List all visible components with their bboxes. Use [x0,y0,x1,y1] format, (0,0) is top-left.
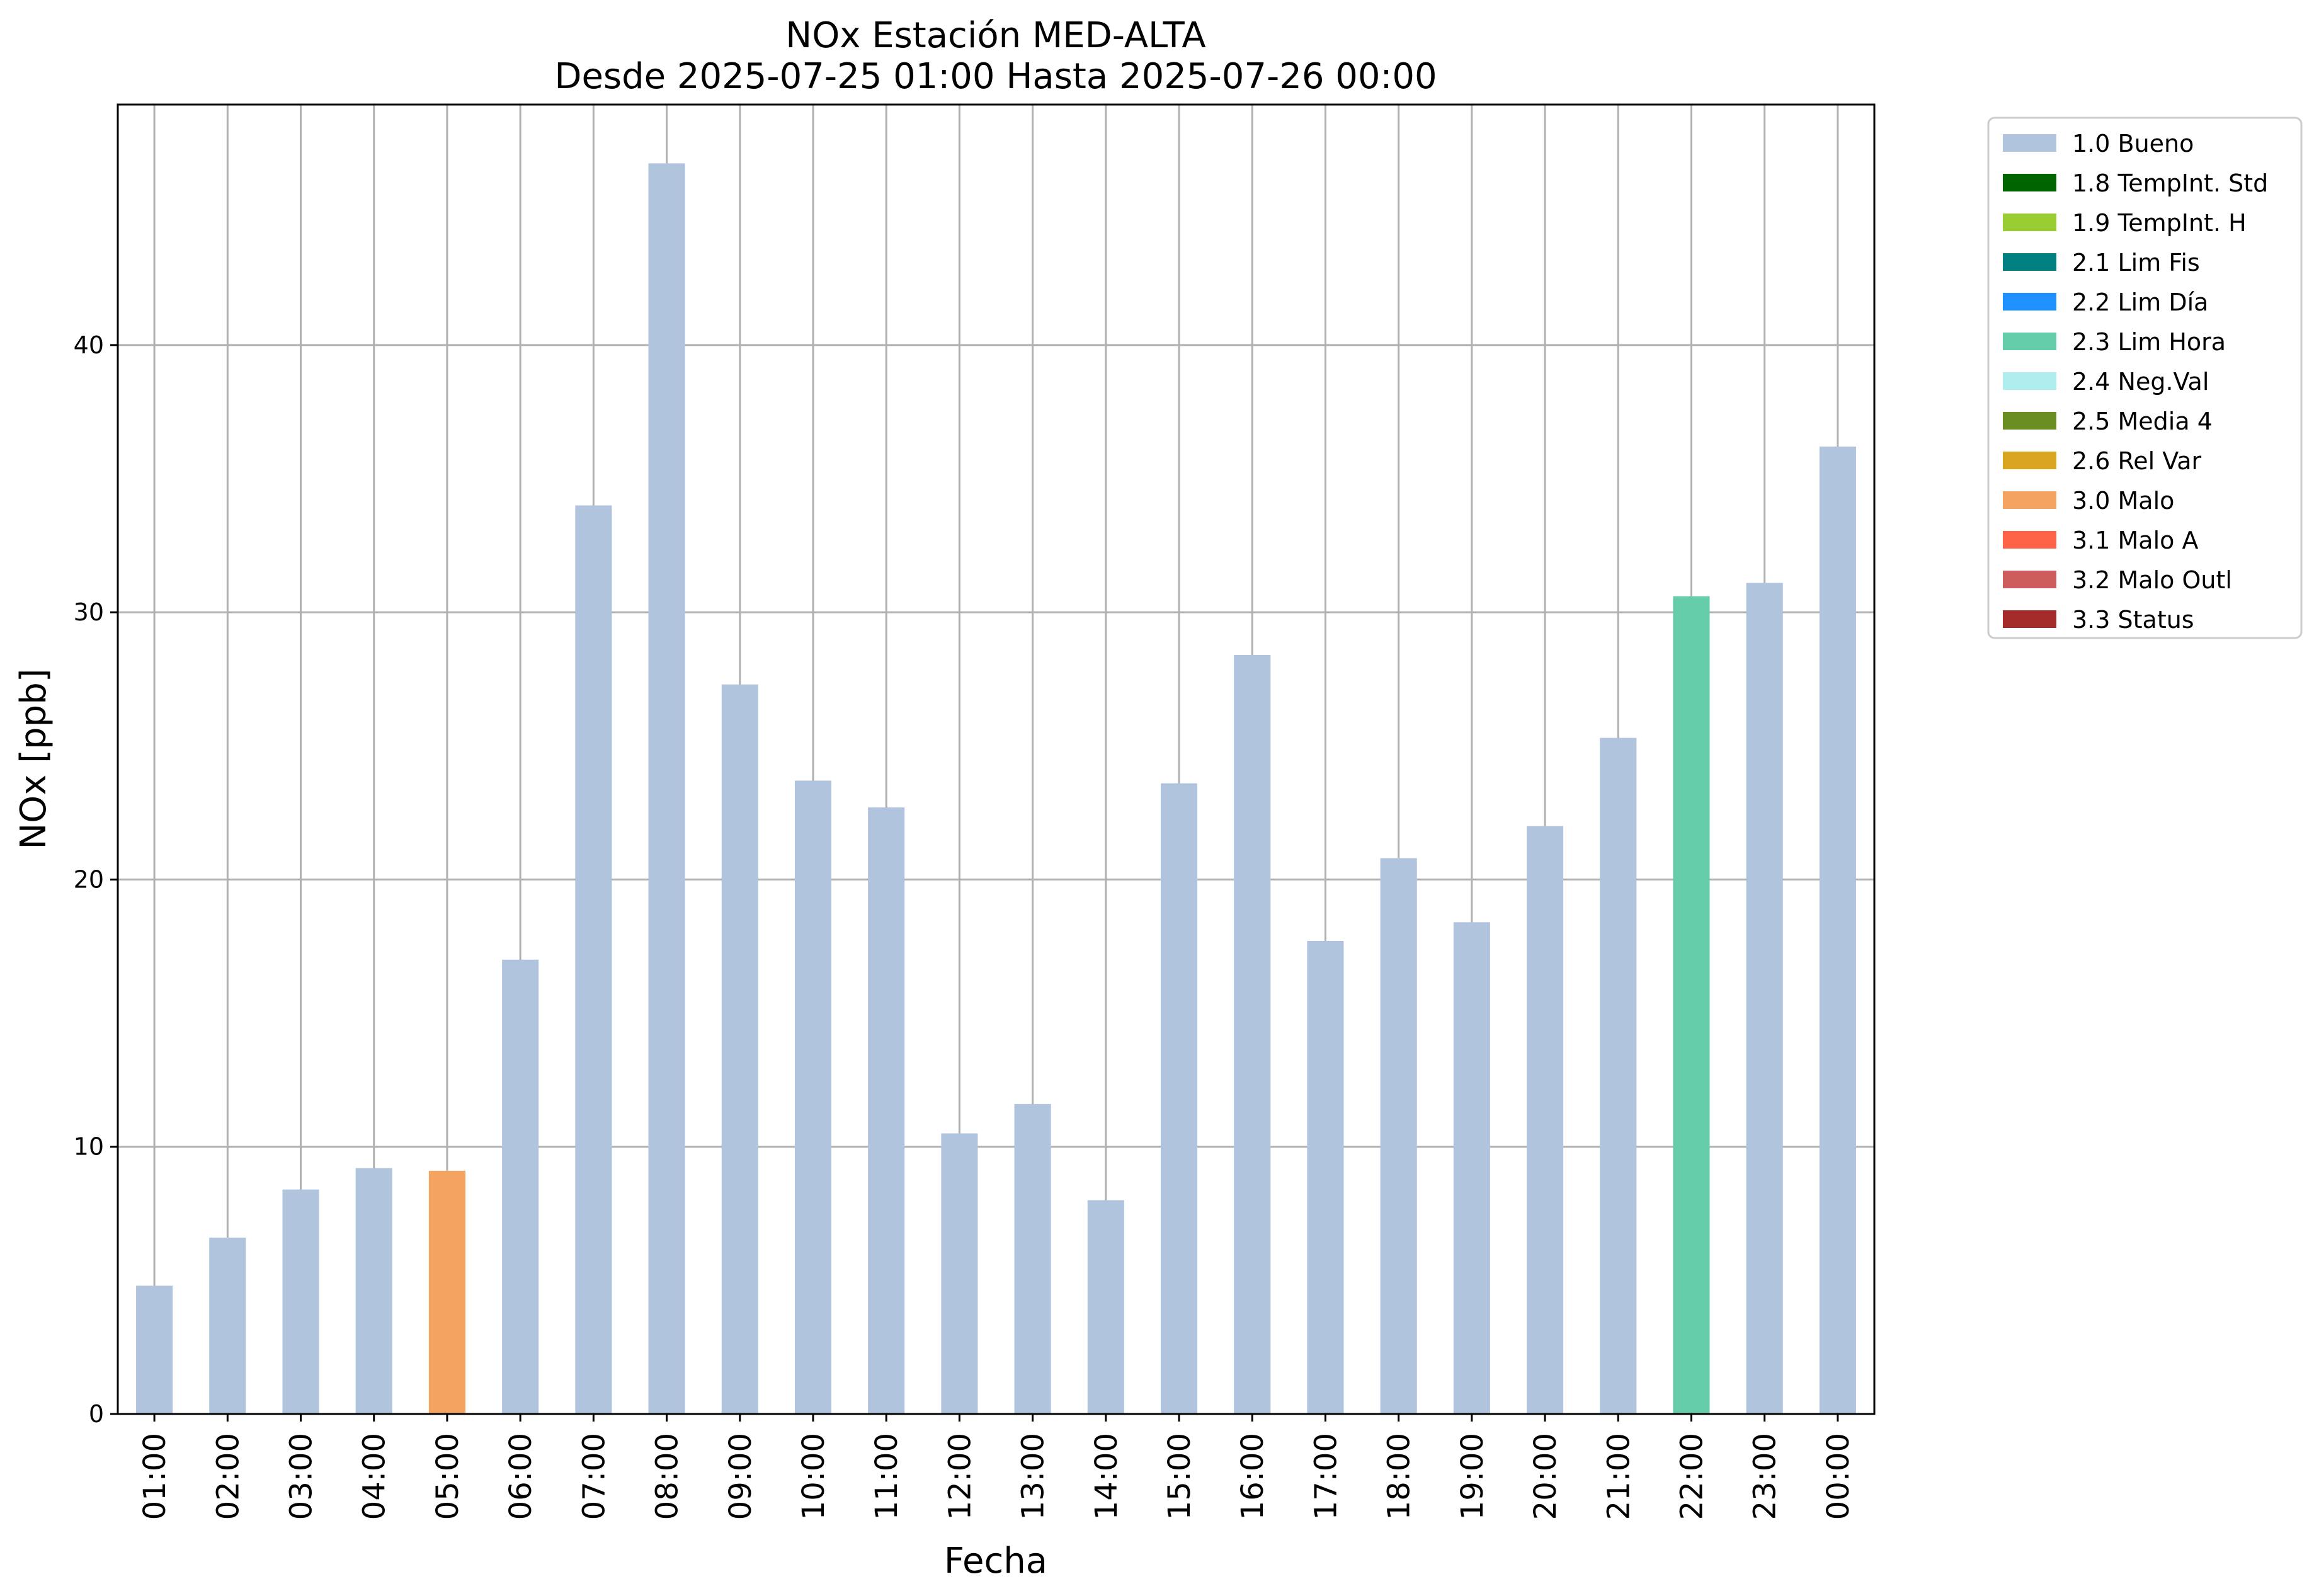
x-tick-label: 00:00 [1821,1433,1856,1520]
bar-1000 [794,780,832,1414]
x-tick-label: 11:00 [869,1433,904,1520]
y-tick-label: 20 [74,865,104,893]
x-tick-label: 15:00 [1162,1433,1197,1520]
x-tick-label: 05:00 [430,1433,465,1520]
bar-1500 [1160,783,1198,1414]
bar-0500 [428,1170,465,1414]
x-tick-label: 20:00 [1528,1433,1563,1520]
legend-swatch [2003,174,2056,191]
legend-swatch [2003,610,2056,628]
bar-2000 [1527,826,1564,1414]
chart-title: NOx Estación MED-ALTA [785,15,1205,56]
y-tick-label: 40 [74,331,104,359]
y-tick-label: 10 [74,1133,104,1161]
x-tick-label: 19:00 [1455,1433,1490,1520]
y-axis-label: NOx [ppb] [13,668,54,849]
x-tick-label: 18:00 [1382,1433,1417,1520]
y-tick-label: 30 [74,598,104,626]
x-tick-label: 12:00 [942,1433,977,1520]
x-tick-label: 13:00 [1016,1433,1051,1520]
x-axis-ticks: 01:00 02:00 03:00 04:00 05:00 06:00 07:00 08:00… [137,1414,1856,1520]
x-tick-label: 16:00 [1235,1433,1270,1520]
bar-1700 [1307,941,1344,1414]
x-tick-label: 02:00 [210,1433,246,1520]
legend-label: 1.9 TempInt. H [2072,209,2247,237]
legend-swatch [2003,571,2056,588]
legend-swatch [2003,491,2056,509]
bar-0700 [575,505,612,1414]
legend-label: 2.4 Neg.Val [2072,368,2209,396]
x-tick-label: 08:00 [650,1433,685,1520]
bar-0300 [282,1189,319,1414]
y-axis-ticks: 0 10 20 30 40 [74,331,118,1428]
bar-2300 [1746,583,1783,1414]
x-tick-label: 14:00 [1089,1433,1124,1520]
legend: 1.0 Bueno 1.8 TempInt. Std 1.9 TempInt. H 2… [1987,117,2303,639]
bar-0600 [502,959,539,1414]
x-axis-label: Fecha [944,1541,1047,1582]
bar-2200 [1673,596,1710,1414]
legend-frame [1987,117,2303,639]
bar-0000 [1819,447,1856,1414]
legend-swatch [2003,333,2056,350]
bar-0100 [136,1285,173,1414]
legend-swatch [2003,214,2056,231]
legend-label: 3.2 Malo Outl [2072,566,2232,594]
legend-swatch [2003,293,2056,311]
legend-swatch [2003,253,2056,271]
bar-1600 [1234,655,1271,1414]
legend-label: 2.3 Lim Hora [2072,328,2226,356]
x-tick-label: 09:00 [723,1433,758,1520]
bar-1900 [1453,922,1490,1414]
bar-0200 [209,1237,246,1414]
legend-swatch [2003,372,2056,390]
x-tick-label: 22:00 [1674,1433,1709,1520]
legend-swatch [2003,531,2056,549]
legend-label: 1.0 Bueno [2072,130,2194,157]
x-tick-label: 04:00 [357,1433,392,1520]
bars [136,163,1856,1414]
x-tick-label: 21:00 [1601,1433,1636,1520]
legend-label: 3.0 Malo [2072,487,2174,515]
x-tick-label: 17:00 [1308,1433,1343,1520]
bar-0800 [648,163,685,1414]
legend-label: 2.5 Media 4 [2072,408,2213,435]
legend-label: 2.6 Rel Var [2072,447,2202,475]
x-tick-label: 10:00 [796,1433,831,1520]
bar-2100 [1600,738,1637,1414]
bar-1400 [1087,1200,1124,1414]
bar-0900 [721,684,758,1414]
bar-1800 [1380,858,1417,1414]
y-tick-label: 0 [89,1400,104,1428]
x-tick-label: 03:00 [284,1433,319,1520]
legend-swatch [2003,412,2056,430]
bar-1200 [941,1133,978,1414]
chart-subtitle: Desde 2025-07-25 01:00 Hasta 2025-07-26 … [554,56,1437,97]
bar-0400 [355,1168,392,1414]
legend-label: 3.1 Malo A [2072,527,2198,554]
bar-1300 [1014,1103,1051,1414]
x-tick-label: 23:00 [1748,1433,1783,1520]
bar-1100 [868,807,905,1414]
legend-label: 3.3 Status [2072,606,2194,634]
legend-label: 1.8 TempInt. Std [2072,169,2268,197]
plot-frame [117,103,1876,1415]
x-tick-label: 01:00 [137,1433,173,1520]
legend-label: 2.2 Lim Día [2072,288,2208,316]
legend-swatch [2003,134,2056,152]
x-tick-label: 06:00 [503,1433,538,1520]
x-tick-label: 07:00 [576,1433,612,1520]
legend-swatch [2003,452,2056,469]
legend-label: 2.1 Lim Fis [2072,249,2200,276]
